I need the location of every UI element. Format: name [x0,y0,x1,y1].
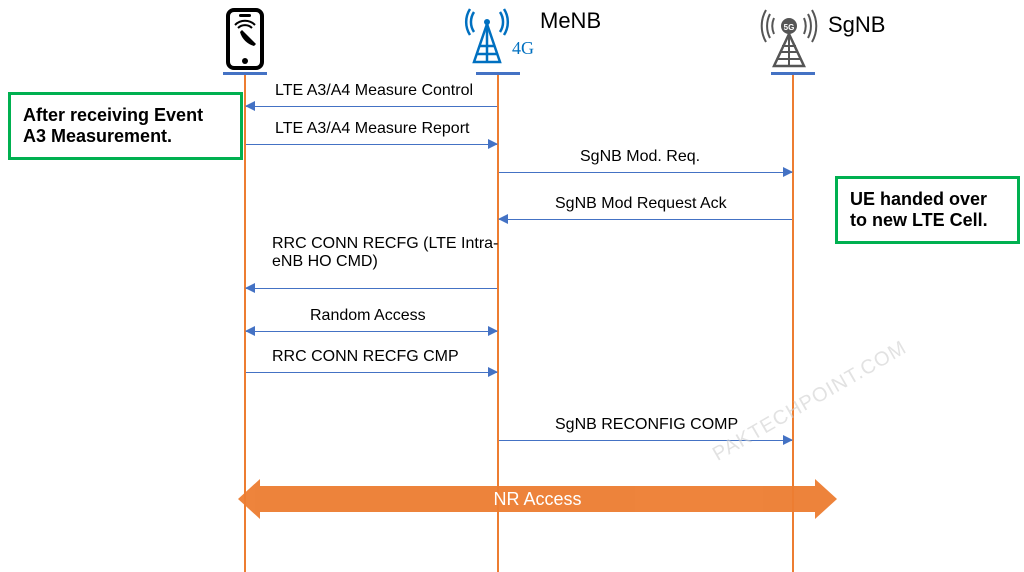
note-left-text: After receiving Event A3 Measurement. [23,105,203,146]
menb-label: MeNB [540,8,601,34]
note-left: After receiving Event A3 Measurement. [8,92,243,160]
msg-m5-text: RRC CONN RECFG (LTE Intra-eNB HO CMD) [272,235,502,271]
watermark: PAKTECHPOINT.COM [709,337,911,467]
msg-m1-line [246,106,497,107]
note-right: UE handed over to new LTE Cell. [835,176,1020,244]
ue-icon [222,8,268,75]
msg-m4-text: SgNB Mod Request Ack [555,195,727,213]
nr-access-text: NR Access [260,486,815,512]
msg-m3-text: SgNB Mod. Req. [580,148,700,166]
sgnb-icon: 5G [760,2,818,73]
svg-text:5G: 5G [784,23,795,32]
msg-m7-text: RRC CONN RECFG CMP [272,348,459,366]
nr-access-arrow: NR Access [260,486,815,512]
msg-m1-text: LTE A3/A4 Measure Control [275,82,473,100]
msg-m2-line [246,144,497,145]
msg-m8-text: SgNB RECONFIG COMP [555,416,738,434]
msg-m6-line [246,331,497,332]
msg-m7-line [246,372,497,373]
msg-m2-text: LTE A3/A4 Measure Report [275,120,469,138]
msg-m5-line [246,288,497,289]
msg-m4-line [499,219,792,220]
menb-4g-label: 4G [512,38,534,59]
sgnb-label: SgNB [828,12,885,38]
msg-m6-text: Random Access [310,307,426,325]
menb-icon [462,4,512,69]
msg-m3-line [499,172,792,173]
note-right-text: UE handed over to new LTE Cell. [850,189,988,230]
